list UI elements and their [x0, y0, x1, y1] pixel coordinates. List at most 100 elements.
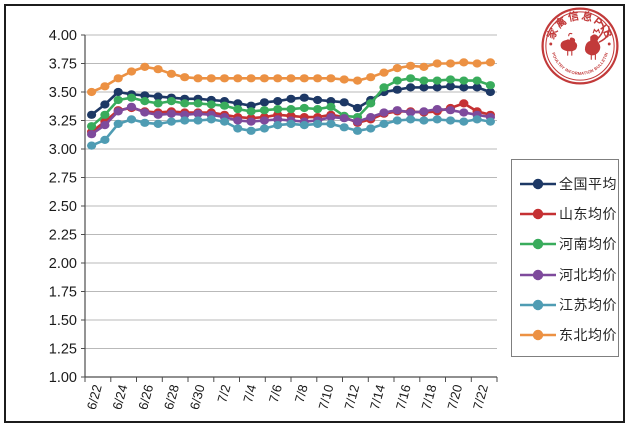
series-marker	[352, 126, 363, 135]
legend-label: 江苏均价	[559, 297, 617, 314]
series-marker	[153, 119, 163, 128]
series-marker	[432, 115, 442, 124]
series-marker	[140, 118, 150, 127]
y-axis-label: 1.00	[49, 370, 77, 386]
series-marker	[100, 110, 110, 119]
series-marker	[246, 117, 256, 126]
y-axis-label: 1.50	[49, 313, 77, 329]
legend-marker-dot	[532, 239, 544, 250]
series-marker	[273, 121, 283, 130]
series-marker	[219, 117, 230, 126]
y-axis-label: 3.25	[49, 114, 77, 130]
y-axis-label: 4.00	[49, 28, 77, 44]
poultry-information-bulletin-seal: 家禽信息PIB POULTRY INFORMATION BULLETIN	[541, 7, 619, 85]
legend-item-0: 全国平均	[520, 169, 617, 198]
series-marker	[299, 74, 309, 83]
series-marker	[233, 124, 243, 133]
series-marker	[233, 116, 243, 125]
series-marker	[87, 141, 97, 150]
series-marker	[366, 73, 376, 82]
series-marker	[286, 94, 296, 103]
series-marker	[166, 69, 176, 78]
series-marker	[246, 107, 256, 116]
series-marker	[180, 73, 190, 82]
series-marker	[166, 97, 176, 106]
series-marker	[379, 68, 389, 77]
series-marker	[472, 59, 482, 68]
series-marker	[432, 76, 442, 85]
series-marker	[87, 122, 97, 131]
series-marker	[459, 117, 469, 126]
legend-marker-dot	[532, 208, 544, 220]
series-marker	[113, 74, 123, 83]
series-marker	[140, 97, 150, 106]
legend-label: 东北均价	[559, 327, 617, 344]
series-marker	[406, 61, 416, 70]
legend-item-1: 山东均价	[520, 199, 617, 228]
series-marker	[193, 74, 203, 83]
x-axis-label: 6/28	[161, 383, 182, 411]
legend-label: 全国平均	[559, 175, 617, 192]
series-marker	[313, 105, 323, 114]
series-marker	[87, 130, 97, 139]
seal-inner-ring	[545, 11, 615, 81]
series-marker	[352, 103, 363, 113]
x-axis-label: 7/2	[214, 383, 233, 404]
series-marker	[193, 109, 203, 118]
series-marker	[432, 83, 442, 92]
series-marker	[459, 58, 469, 67]
series-marker	[313, 119, 323, 128]
legend-item-3: 河北均价	[520, 260, 617, 289]
series-marker	[326, 113, 336, 122]
series-marker	[419, 76, 429, 85]
seal-outer-ring	[541, 7, 619, 85]
y-axis-label: 2.50	[49, 199, 77, 215]
legend-marker-icon	[520, 269, 556, 280]
series-marker	[219, 101, 230, 110]
legend-marker-dot	[532, 178, 544, 189]
legend-item-5: 东北均价	[520, 321, 617, 350]
series-marker	[299, 93, 309, 102]
series-marker	[406, 108, 416, 117]
series-marker	[432, 59, 442, 68]
series-marker	[166, 117, 176, 126]
series-marker	[273, 74, 283, 83]
series-marker	[445, 106, 456, 115]
series-marker	[206, 74, 216, 83]
series-marker	[140, 91, 150, 100]
series-marker	[379, 108, 389, 117]
rooster-art	[560, 21, 610, 60]
y-axis-label: 3.00	[49, 142, 77, 158]
series-marker	[326, 74, 336, 83]
x-axis-label: 7/12	[341, 383, 362, 411]
series-marker	[392, 106, 402, 115]
series-marker	[485, 81, 495, 90]
x-axis-label: 7/18	[418, 383, 439, 411]
series-marker	[366, 113, 376, 122]
series-marker	[419, 107, 429, 116]
series-marker	[126, 115, 137, 124]
legend-marker-icon	[520, 178, 556, 189]
series-marker	[326, 97, 336, 106]
series-marker	[113, 119, 123, 128]
series-marker	[259, 124, 269, 133]
series-marker	[153, 92, 163, 101]
series-marker	[87, 87, 97, 97]
series-marker	[273, 105, 283, 114]
series-marker	[366, 99, 376, 108]
series-marker	[206, 115, 216, 124]
series-marker	[233, 74, 243, 83]
series-marker	[166, 109, 176, 118]
seal-left-dot	[549, 42, 553, 46]
series-marker	[339, 123, 349, 132]
series-marker	[100, 100, 110, 109]
series-marker	[153, 110, 163, 119]
series-marker	[472, 76, 482, 85]
series-marker	[352, 76, 363, 85]
series-marker	[259, 98, 269, 107]
y-axis-label: 2.25	[49, 228, 77, 244]
series-marker	[100, 135, 110, 144]
series-marker	[286, 74, 296, 83]
series-marker	[87, 110, 97, 119]
series-marker	[339, 114, 349, 123]
